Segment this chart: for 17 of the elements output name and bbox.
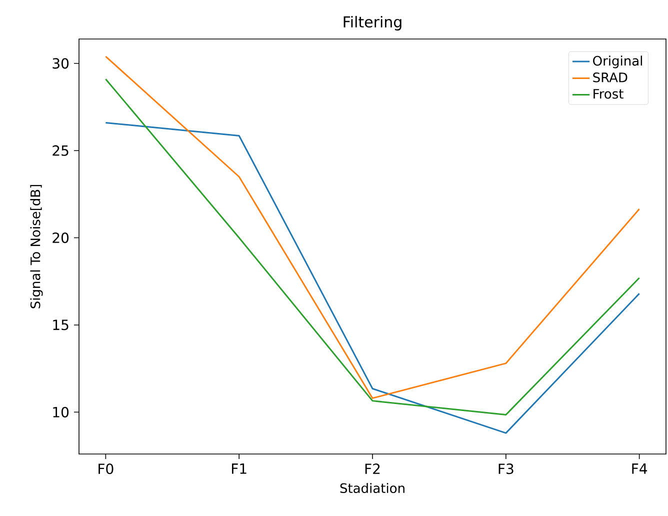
legend-label: Original — [593, 56, 642, 68]
y-tick-label: 30 — [52, 58, 69, 69]
x-tick-label: F1 — [232, 464, 246, 474]
x-tick-label: F0 — [98, 464, 114, 474]
x-tick-label: F3 — [498, 464, 514, 474]
y-tick-label: 10 — [53, 406, 69, 418]
x-axis-title: Stadiation — [340, 482, 404, 494]
line-series — [104, 122, 640, 434]
chart-title: Filtering — [344, 16, 402, 30]
y-tick-label: 20 — [52, 232, 69, 244]
legend-label: SRAD — [593, 72, 628, 82]
x-tick-label: F2 — [365, 464, 380, 474]
y-tick-label: 25 — [52, 145, 68, 156]
y-axis-title: Signal To Noise[dB] — [30, 184, 43, 308]
x-tick-label: F4 — [632, 464, 648, 474]
legend-label: Frost — [594, 89, 624, 99]
y-tick-label: 15 — [53, 320, 68, 330]
